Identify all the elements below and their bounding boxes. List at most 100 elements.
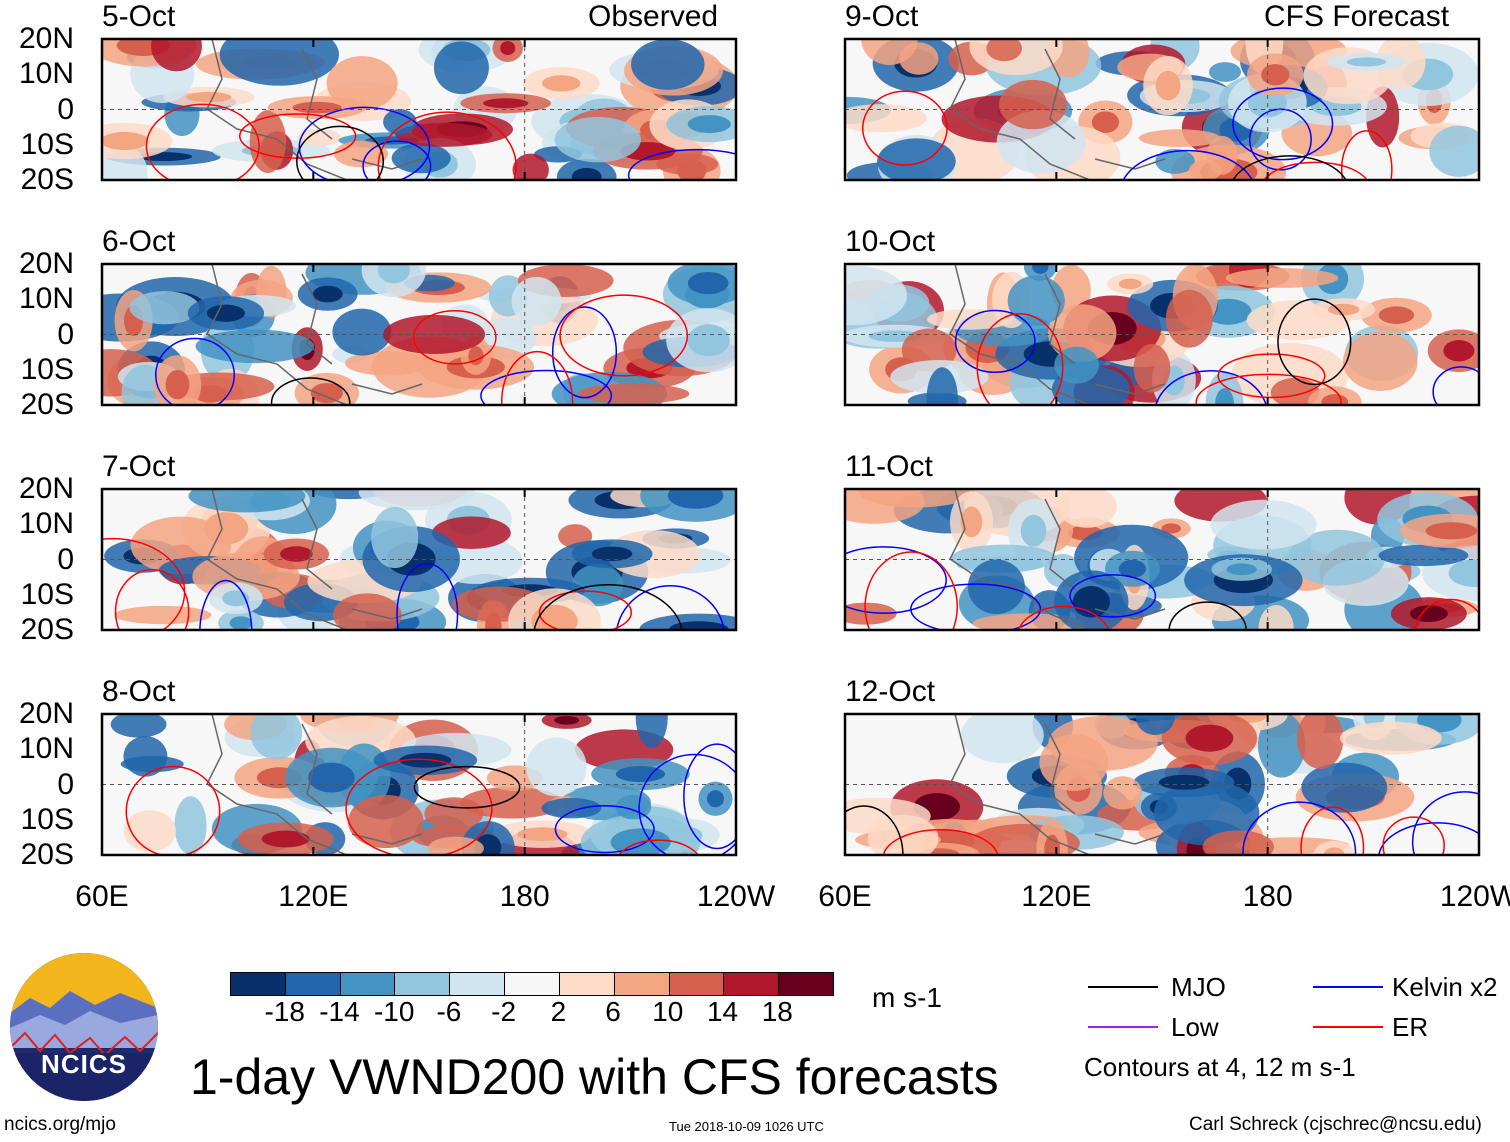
colorbar-level-label: -10 xyxy=(373,996,415,1027)
contour-line xyxy=(533,584,683,630)
latitude-tick-label: 0 xyxy=(57,92,74,126)
wind-anomaly-core xyxy=(1226,563,1257,576)
wind-anomaly-blob xyxy=(967,559,1025,615)
contour-line xyxy=(500,350,574,405)
colorbar xyxy=(230,972,834,996)
contour-line xyxy=(1017,605,1110,630)
wind-anomaly-core xyxy=(687,271,729,295)
latitude-tick-label: 20S xyxy=(20,163,74,196)
latitude-tick-label: 10S xyxy=(20,577,74,611)
latitude-tick-label: 20S xyxy=(20,388,74,421)
wind-anomaly-blob xyxy=(635,714,668,748)
colorbar-level-label: -18 xyxy=(264,996,305,1027)
wind-anomaly-core xyxy=(206,304,245,322)
wind-anomaly-blob xyxy=(899,42,939,75)
contour-line xyxy=(638,753,736,855)
coastline xyxy=(949,264,1166,405)
wind-anomaly-blob xyxy=(554,116,641,163)
legend-kelvin: Kelvin x2 xyxy=(1392,972,1498,1002)
panel-frame xyxy=(100,262,738,407)
contour-line xyxy=(296,125,385,180)
wind-anomaly-blob xyxy=(326,56,398,111)
contour-line xyxy=(1168,601,1247,630)
wind-anomaly-blob xyxy=(1378,544,1469,567)
panel-frame xyxy=(100,37,738,182)
colorbar-swatch xyxy=(778,973,833,995)
latitude-tick-label: 20N xyxy=(18,697,74,730)
contour-line xyxy=(1414,598,1479,630)
wind-anomaly-core xyxy=(377,264,411,284)
wind-anomaly-blob xyxy=(926,308,1013,330)
legend-low: Low xyxy=(1171,1012,1219,1042)
wind-anomaly-core xyxy=(1346,57,1387,67)
wind-anomaly-core xyxy=(531,604,578,630)
colorbar-swatch xyxy=(339,973,395,995)
legend-er: ER xyxy=(1392,1012,1429,1042)
colorbar-swatch xyxy=(613,973,669,995)
contour-line xyxy=(618,839,699,855)
panel-date-label: 7-Oct xyxy=(102,450,176,483)
wind-anomaly-core xyxy=(1032,264,1049,274)
contour-line xyxy=(1411,791,1479,855)
wind-anomaly-blob xyxy=(845,602,897,625)
wind-anomaly-blob xyxy=(1301,762,1388,813)
wind-anomaly-core xyxy=(706,790,724,808)
contour-line xyxy=(1242,801,1357,855)
logo-text: NCICS xyxy=(41,1049,127,1079)
wind-anomaly-blob xyxy=(332,308,392,356)
contour-line xyxy=(1277,298,1352,386)
legend-mjo: MJO xyxy=(1171,972,1226,1002)
contour-line xyxy=(1340,130,1393,180)
wind-anomaly-blob xyxy=(110,714,167,738)
website-link[interactable]: ncics.org/mjo xyxy=(4,1114,116,1135)
contour-line xyxy=(1378,822,1479,855)
wind-anomaly-core xyxy=(591,546,633,562)
map-panel xyxy=(843,487,1481,632)
wind-anomaly-blob xyxy=(383,109,417,135)
wind-anomaly-blob xyxy=(1210,499,1317,550)
wind-anomaly-core xyxy=(1118,278,1142,290)
contour-line xyxy=(362,140,432,180)
wind-anomaly-core xyxy=(1020,514,1047,547)
contour-line xyxy=(976,313,1064,405)
map-panel xyxy=(843,37,1481,182)
kelvin-line-swatch xyxy=(1313,986,1383,988)
latitude-tick-label: 0 xyxy=(57,542,74,576)
contour-line xyxy=(145,103,260,180)
panel-frame xyxy=(843,37,1481,182)
coastline xyxy=(206,489,423,630)
wind-anomaly-core xyxy=(1158,774,1210,790)
contour-line xyxy=(554,805,655,854)
timestamp: Tue 2018-10-09 1026 UTC xyxy=(669,1119,824,1134)
map-panel xyxy=(843,712,1481,857)
wind-anomaly-core xyxy=(185,91,232,103)
longitude-tick-label: 120W xyxy=(1439,880,1510,913)
colorbar-level-label: 6 xyxy=(605,996,621,1027)
wind-anomaly-blob xyxy=(1225,268,1339,288)
wind-anomaly-core xyxy=(687,324,730,357)
wind-anomaly-blob xyxy=(195,329,315,364)
wind-anomaly-core xyxy=(1215,388,1235,405)
longitude-tick-label: 120W xyxy=(696,880,776,913)
colorbar-level-label: -6 xyxy=(436,996,462,1027)
longitude-tick-label: 120E xyxy=(1021,880,1092,913)
colorbar-labels: -18 -14 -10 -6 -2 2 6 10 14 18 xyxy=(230,996,832,1030)
contour-line xyxy=(551,306,618,399)
contour-line xyxy=(910,583,1042,630)
latitude-tick-label: 20N xyxy=(18,472,74,505)
wind-anomaly-core xyxy=(312,285,343,303)
wind-anomaly-blob xyxy=(1155,148,1195,174)
contour-note: Contours at 4, 12 m s-1 xyxy=(1084,1052,1356,1082)
latitude-tick-label: 20S xyxy=(20,613,74,646)
wind-anomaly-blob xyxy=(347,794,424,849)
coastline xyxy=(206,264,423,405)
latitude-tick-label: 20N xyxy=(18,247,74,280)
wind-anomaly-blob xyxy=(1342,331,1418,391)
wind-anomaly-core xyxy=(310,382,343,404)
wind-anomaly-blob xyxy=(845,104,927,133)
contour-line xyxy=(1300,806,1365,855)
latitude-tick-label: 20N xyxy=(18,22,74,55)
wind-anomaly-blob xyxy=(960,714,1044,764)
colorbar-swatch xyxy=(284,973,340,995)
